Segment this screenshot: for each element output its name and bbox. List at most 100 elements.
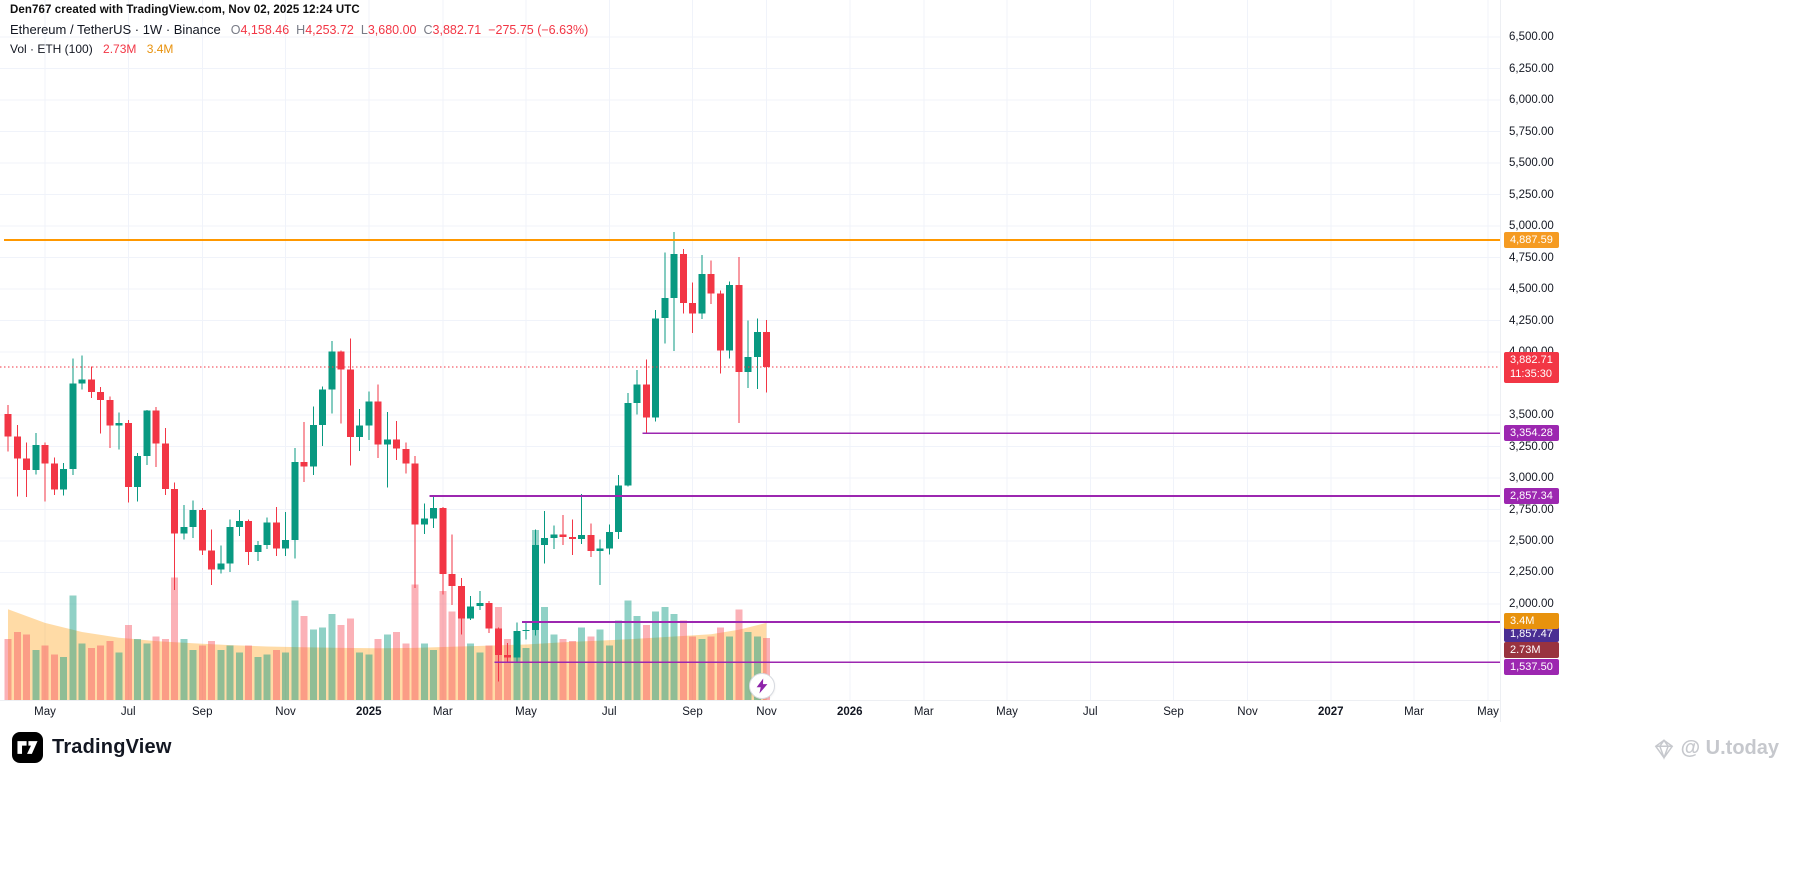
candle-body	[522, 629, 530, 631]
price-tick-label: 2,500.00	[1509, 535, 1554, 547]
volume-bar	[726, 636, 733, 700]
candle-body	[217, 563, 225, 570]
volume-bar	[291, 600, 299, 700]
volume-bar	[707, 636, 715, 700]
price-tick-label: 4,250.00	[1509, 314, 1554, 327]
volume-bar	[439, 591, 447, 700]
symbol-row[interactable]: Ethereum / TetherUS · 1W · Binance O4,158…	[10, 22, 588, 37]
volume-bar	[87, 647, 95, 700]
volume-row[interactable]: Vol · ETH (100) 2.73M 3.4M	[10, 42, 588, 56]
candle-body	[578, 535, 585, 539]
lightning-icon	[756, 678, 768, 694]
volume-bar	[235, 652, 243, 700]
price-level-chip[interactable]: 1,537.50	[1504, 659, 1559, 675]
candle-body	[430, 507, 437, 519]
volume-bar	[559, 638, 567, 700]
ohlc-value: 3,680.00	[367, 23, 417, 37]
price-level-chip[interactable]: 2,857.34	[1504, 487, 1559, 504]
candle-body	[679, 253, 687, 303]
price-axis[interactable]: 6,500.00 6,250.00 6,000.00 5,750.00 5,500.00…	[1500, 0, 1793, 722]
candle-body	[707, 273, 715, 294]
volume-axis-chip: 3.4M	[1504, 613, 1559, 629]
candle-body	[4, 414, 12, 437]
volume-bar	[383, 634, 391, 700]
ohlc-value: 3,882.71	[432, 23, 482, 37]
volume-indicator-label[interactable]: Vol · ETH (100)	[10, 42, 93, 56]
chart-plot-area[interactable]	[0, 0, 1500, 700]
time-axis-label: Nov	[1237, 706, 1258, 718]
time-axis-label: Mar	[432, 706, 453, 718]
candle-body	[494, 628, 502, 655]
candle-body	[106, 399, 114, 426]
candle-body	[208, 550, 215, 570]
price-tick-label: 5,750.00	[1509, 125, 1554, 138]
time-axis-label: Sep	[682, 706, 703, 718]
candle-body	[346, 369, 354, 437]
volume-bar	[282, 652, 289, 700]
price-level-chip[interactable]: 1,857.47	[1504, 626, 1559, 642]
candle-body	[698, 273, 706, 314]
volume-bar	[245, 645, 252, 700]
candle-body	[393, 439, 400, 449]
price-tick-label: 6,000.00	[1509, 94, 1554, 107]
candle-body	[60, 469, 67, 490]
volume-bar	[679, 620, 687, 700]
volume-ma-area	[8, 609, 767, 700]
candle-body	[476, 603, 484, 607]
volume-bar	[78, 643, 86, 700]
volume-bar	[689, 636, 696, 700]
volume-bar	[753, 636, 761, 700]
candle-body	[550, 534, 558, 539]
candle-body	[439, 507, 447, 575]
time-axis-label: May	[1477, 706, 1499, 718]
time-axis-label: Nov	[756, 706, 777, 718]
tradingview-logo[interactable]: TradingView	[12, 732, 172, 763]
price-level-chip[interactable]: 4,887.59	[1504, 232, 1559, 249]
time-axis-label: Mar	[1404, 706, 1424, 718]
volume-bar	[550, 634, 558, 700]
price-tick-label: 2,250.00	[1509, 566, 1554, 579]
time-axis-label: May	[34, 706, 56, 718]
candle-body	[152, 410, 160, 444]
volume-bar	[161, 638, 169, 700]
candle-body	[161, 443, 169, 489]
volume-ma-value: 3.4M	[146, 42, 174, 56]
volume-bar	[633, 616, 641, 700]
volume-bar	[411, 584, 419, 700]
time-axis-label: 2025	[355, 706, 382, 718]
candle-body	[78, 379, 86, 384]
candle-body	[383, 439, 391, 445]
candle-body	[652, 318, 659, 418]
volume-bar	[272, 650, 280, 700]
volume-bar	[578, 627, 585, 700]
event-bolt-badge[interactable]	[749, 673, 775, 699]
price-tick-label: 5,000.00	[1509, 220, 1554, 233]
candle-body	[504, 655, 511, 658]
volume-bar	[605, 645, 613, 700]
candle-body	[254, 545, 262, 552]
volume-bar	[217, 650, 225, 700]
candle-body	[189, 509, 197, 527]
candle-body	[587, 535, 595, 551]
time-axis-label: Jul	[120, 706, 136, 718]
volume-bar	[402, 643, 410, 700]
volume-bar	[4, 638, 12, 700]
volume-bar	[448, 611, 456, 700]
time-axis[interactable]: May Jul Sep Nov 2025 Mar May Jul Sep Nov 2026 Mar Ma…	[0, 700, 1500, 725]
candle-body	[171, 489, 178, 534]
symbol-title[interactable]: Ethereum / TetherUS · 1W · Binance	[10, 22, 221, 37]
candle-body	[624, 403, 632, 486]
tradingview-logo-text: TradingView	[52, 736, 172, 758]
volume-bar	[328, 613, 336, 700]
credit-line: Den767 created with TradingView.com, Nov…	[10, 4, 360, 16]
candle-body	[374, 401, 382, 445]
volume-bar	[504, 638, 511, 700]
volume-bar	[513, 632, 521, 700]
volume-bar	[171, 577, 178, 700]
candle-body	[763, 332, 770, 367]
candle-body	[309, 424, 317, 467]
volume-bar	[374, 638, 382, 700]
price-level-chip[interactable]: 3,354.28	[1504, 425, 1559, 442]
candle-body	[615, 485, 622, 532]
volume-bar	[346, 618, 354, 700]
